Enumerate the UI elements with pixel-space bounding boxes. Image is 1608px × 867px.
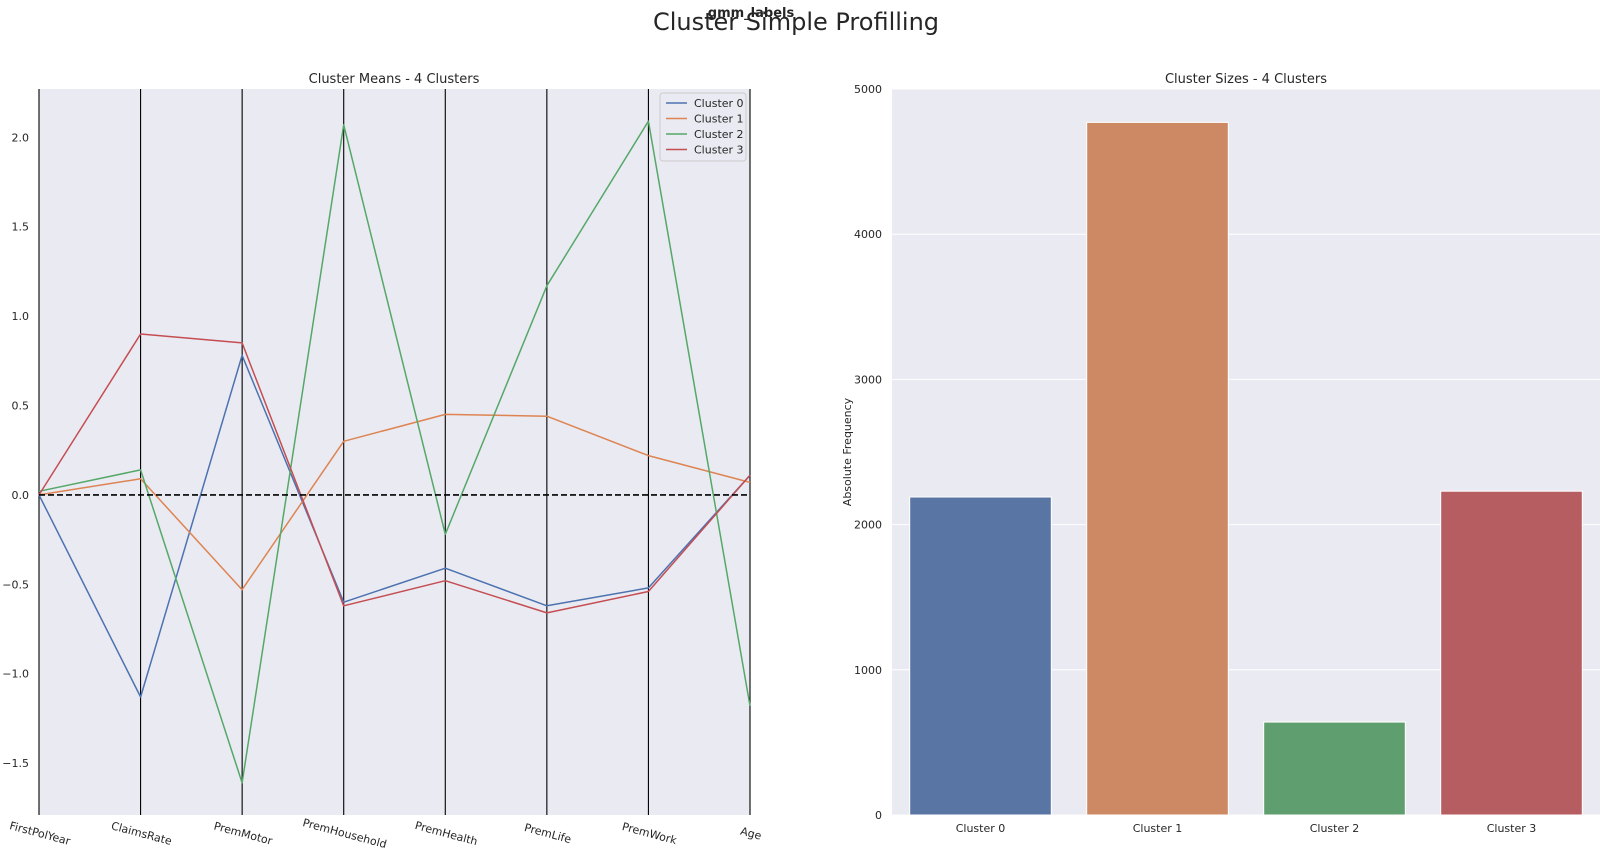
xtick-label: Cluster 1 [1133,822,1183,835]
cluster-sizes-chart: Cluster Sizes - 4 Clusters Absolute Freq… [841,72,1600,835]
ytick-label: −1.0 [2,668,29,681]
xtick-label: Cluster 2 [1310,822,1360,835]
xtick-label: PremHousehold [301,816,388,851]
ytick-label: 0 [875,809,882,822]
ytick-label: 5000 [854,83,882,96]
xtick-label: Cluster 0 [956,822,1006,835]
ytick-label: 0.5 [12,400,30,413]
bar-cluster-3 [1440,490,1583,816]
xtick-label: Age [739,825,763,843]
xtick-label: Cluster 3 [1487,822,1537,835]
ytick-label: 1.0 [12,310,30,323]
series-line-cluster-0 [38,354,751,698]
series-line-cluster-1 [38,413,751,591]
ytick-label: 1.5 [12,221,30,234]
xtick-label: PremLife [523,821,573,846]
legend-label: Cluster 3 [694,144,744,157]
series-line-cluster-3 [38,333,751,614]
ytick-label: −1.5 [2,757,29,770]
overlay-label: gmm_labels [708,6,795,21]
figure-suptitle: Cluster Simple Profilling [653,8,939,36]
legend-label: Cluster 1 [694,113,744,126]
legend-box [659,92,747,162]
cluster-means-plot-area [39,89,750,815]
xtick-label: ClaimsRate [110,819,174,848]
ytick-label: 0.0 [12,489,30,502]
xtick-label: FirstPolYear [8,819,72,848]
xtick-label: PremMotor [212,820,274,848]
xtick-label: PremWork [621,820,679,847]
ytick-label: 2.0 [12,131,30,144]
ytick-label: 3000 [854,373,882,386]
bar-cluster-1 [1086,121,1229,816]
xtick-label: PremHealth [413,819,479,848]
series-line-cluster-2 [38,120,751,784]
ytick-label: −0.5 [2,578,29,591]
legend-label: Cluster 0 [694,97,744,110]
cluster-means-title: Cluster Means - 4 Clusters [309,72,480,87]
cluster-sizes-ylabel: Absolute Frequency [841,397,854,506]
ytick-label: 2000 [854,519,882,532]
cluster-sizes-title: Cluster Sizes - 4 Clusters [1165,72,1327,87]
ytick-label: 4000 [854,228,882,241]
bar-cluster-2 [1263,721,1406,816]
cluster-means-chart: Cluster Means - 4 Clusters FirstPolYear C… [2,72,763,851]
bar-cluster-0 [909,496,1052,816]
ytick-label: 1000 [854,664,882,677]
legend-label: Cluster 2 [694,128,744,141]
